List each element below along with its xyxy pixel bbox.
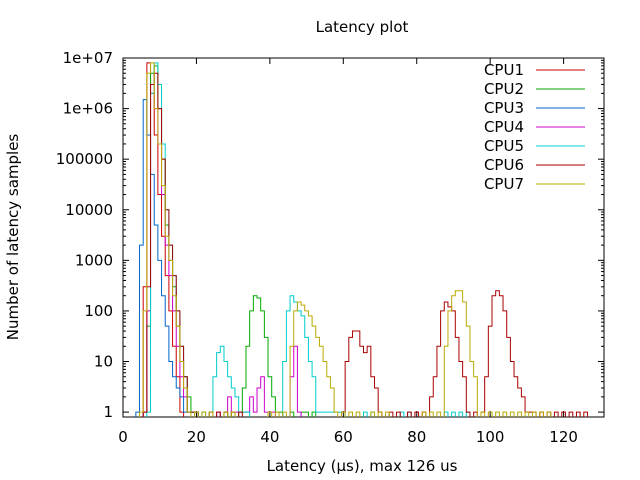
- y-tick-label: 100: [84, 302, 113, 320]
- legend-label-cpu5: CPU5: [484, 137, 524, 155]
- legend-label-cpu1: CPU1: [484, 61, 524, 79]
- y-tick-label: 1: [103, 403, 113, 421]
- series-line-cpu1: [142, 62, 185, 417]
- series-line-cpu5: [146, 62, 471, 417]
- x-tick-label: 0: [118, 428, 128, 446]
- x-tick-label: 60: [334, 428, 353, 446]
- x-tick-label: 100: [476, 428, 505, 446]
- series-line-cpu4: [142, 83, 302, 417]
- x-tick-label: 80: [407, 428, 426, 446]
- x-tick-label: 40: [260, 428, 279, 446]
- legend-label-cpu3: CPU3: [484, 99, 524, 117]
- x-tick-label: 20: [187, 428, 206, 446]
- series-line-cpu7: [139, 62, 552, 417]
- legend-label-cpu7: CPU7: [484, 175, 524, 193]
- legend-label-cpu2: CPU2: [484, 80, 524, 98]
- legend-label-cpu4: CPU4: [484, 118, 524, 136]
- plot-frame: [122, 57, 605, 418]
- chart-title: Latency plot: [316, 18, 409, 36]
- series-line-cpu3: [135, 99, 199, 417]
- plot-layer: 0 20 40 60 80 100 1201101001000100001000001e+0…: [56, 49, 605, 446]
- y-tick-label: 10000: [65, 201, 113, 219]
- y-tick-label: 100000: [56, 150, 113, 168]
- y-tick-label: 1e+06: [63, 100, 113, 118]
- x-axis-label: Latency (µs), max 126 us: [267, 457, 458, 475]
- y-tick-label: 1e+07: [63, 49, 113, 67]
- x-tick-label: 120: [549, 428, 578, 446]
- y-axis-label: Number of latency samples: [4, 134, 22, 341]
- legend-label-cpu6: CPU6: [484, 156, 524, 174]
- y-tick-label: 1000: [75, 251, 113, 269]
- y-tick-label: 10: [94, 353, 113, 371]
